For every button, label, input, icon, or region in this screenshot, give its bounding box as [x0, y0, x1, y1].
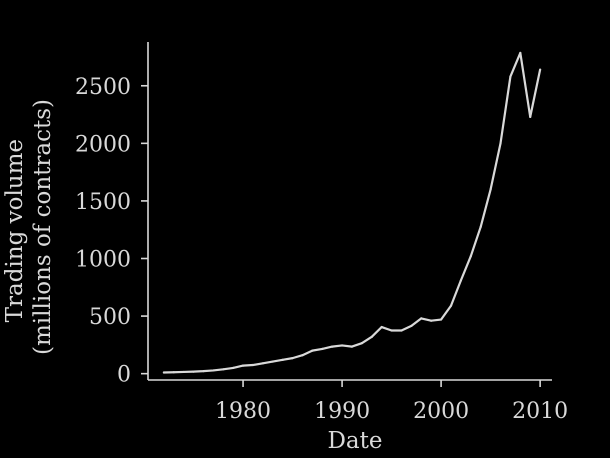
- data-point: [400, 329, 403, 332]
- y-ticks: 0 500 1000 1500 2000 2500: [75, 75, 148, 388]
- data-point: [479, 225, 482, 228]
- data-point: [232, 366, 235, 370]
- data-point: [469, 255, 472, 258]
- x-tick-label: 1980: [215, 399, 271, 424]
- x-ticks: 1980 1990 2000 2010: [215, 380, 568, 424]
- data-point: [410, 324, 413, 327]
- data-point: [241, 364, 245, 367]
- y-tick-label: 0: [117, 363, 131, 388]
- y-tick-label: 2500: [75, 75, 131, 100]
- y-tick-label: 2000: [75, 132, 131, 157]
- y-tick-label: 1000: [75, 248, 131, 273]
- data-point: [321, 347, 324, 351]
- data-point: [529, 115, 532, 118]
- data-point: [489, 188, 492, 191]
- data-point: [162, 371, 165, 374]
- data-point: [509, 75, 512, 78]
- axes: [147, 42, 552, 381]
- data-point: [311, 349, 314, 352]
- data-point: [251, 363, 255, 367]
- data-point: [499, 142, 502, 145]
- x-tick-label: 2000: [413, 399, 469, 424]
- y-axis-label: Trading volume (millions of contracts): [2, 99, 56, 355]
- data-point: [202, 370, 205, 373]
- data-point: [459, 279, 463, 282]
- data-point: [291, 357, 294, 360]
- data-point: [222, 368, 225, 371]
- data-point: [261, 362, 264, 365]
- data-point: [212, 369, 215, 372]
- data-point: [350, 345, 354, 348]
- data-point: [430, 319, 433, 322]
- series-line: [163, 51, 542, 374]
- data-point: [182, 370, 185, 374]
- data-point: [271, 360, 274, 363]
- data-point: [301, 354, 304, 357]
- data-point: [519, 51, 522, 55]
- data-point: [172, 371, 175, 374]
- x-tick-label: 2010: [512, 399, 568, 424]
- y-tick-label: 1500: [75, 190, 131, 215]
- data-point: [281, 358, 284, 361]
- y-axis-label-line-2: (millions of contracts): [30, 99, 56, 355]
- data-point: [390, 329, 393, 332]
- x-tick-label: 1990: [314, 399, 370, 424]
- data-point: [420, 317, 423, 320]
- data-point: [439, 318, 443, 321]
- y-axis-label-line-1: Trading volume: [2, 139, 28, 322]
- data-point: [370, 335, 373, 338]
- data-point: [340, 344, 344, 347]
- data-points: [162, 51, 542, 374]
- data-point: [539, 68, 542, 71]
- data-point: [449, 304, 453, 307]
- x-axis-label: Date: [327, 428, 382, 454]
- y-tick-label: 500: [89, 305, 131, 330]
- data-point: [380, 325, 383, 329]
- data-point: [192, 370, 195, 373]
- data-point: [331, 345, 334, 348]
- data-point: [360, 342, 363, 345]
